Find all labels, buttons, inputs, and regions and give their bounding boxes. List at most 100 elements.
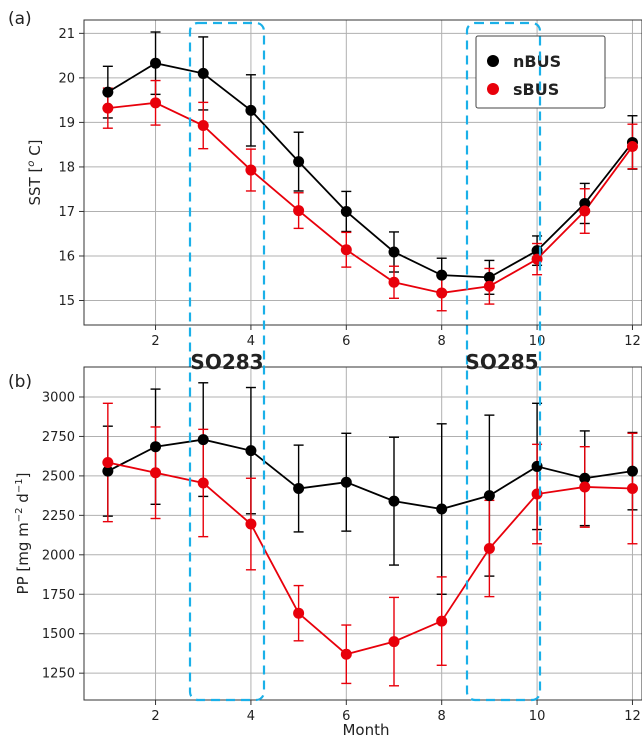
tick-label-x: 12 (624, 334, 641, 349)
series-line-sbus (107, 101, 634, 294)
data-point-sbus (626, 140, 638, 152)
data-point-sbus (197, 120, 209, 132)
tick-label-x: 12 (624, 709, 641, 724)
data-point-nbus (340, 476, 352, 488)
tick-label-y: 2250 (42, 509, 75, 524)
data-point-sbus (150, 97, 162, 109)
data-point-sbus (102, 102, 114, 114)
data-point-sbus (340, 244, 352, 256)
data-point-sbus (388, 276, 400, 288)
tick-label-y: 17 (58, 205, 75, 220)
grid-a (84, 20, 642, 325)
data-point-nbus (197, 67, 209, 79)
data-point-nbus (197, 434, 209, 446)
data-point-nbus (388, 246, 400, 258)
tick-label-y: 21 (58, 27, 75, 42)
legend-marker-nbus (487, 55, 499, 67)
cruise-box-so283 (188, 21, 266, 702)
errorbars-b (102, 382, 638, 687)
data-point-nbus (150, 57, 162, 69)
tick-label-y: 20 (58, 71, 75, 86)
tick-label-x: 10 (529, 334, 546, 349)
data-point-sbus (245, 164, 257, 176)
data-point-sbus (626, 483, 638, 495)
data-point-nbus (388, 495, 400, 507)
x-axis-label: Month (342, 721, 389, 739)
panel-label-b: (b) (8, 372, 32, 392)
data-point-nbus (102, 465, 114, 477)
data-point-sbus (483, 280, 495, 292)
tick-label-y: 2750 (42, 430, 75, 445)
tick-label-x: 8 (438, 334, 446, 349)
panel-b-pp: (b) 2 4 6 8 10 12 1250 1500 1750 2000 2250 2500 2750… (8, 366, 642, 739)
data-point-sbus (245, 518, 257, 530)
data-point-nbus (626, 465, 638, 477)
tick-label-y: 18 (58, 160, 75, 175)
data-point-nbus (293, 156, 305, 168)
tick-label-x: 4 (247, 709, 255, 724)
data-point-nbus (579, 472, 591, 484)
panel-label-a: (a) (8, 9, 32, 29)
data-point-nbus (293, 483, 305, 495)
tick-label-x: 6 (342, 709, 350, 724)
tick-label-y: 15 (58, 294, 75, 309)
data-point-nbus (150, 441, 162, 453)
data-point-nbus (245, 445, 257, 457)
data-point-sbus (150, 467, 162, 479)
data-point-sbus (579, 481, 591, 493)
data-point-sbus (436, 615, 448, 627)
data-point-sbus (483, 542, 495, 554)
lines-a (107, 62, 634, 294)
data-point-nbus (102, 86, 114, 98)
data-point-sbus (436, 287, 448, 299)
data-point-sbus (340, 648, 352, 660)
series-line-nbus (107, 438, 633, 510)
cruise-label-so283: SO283 (190, 350, 263, 374)
tick-label-x: 8 (438, 709, 446, 724)
ticks-a: 2 4 6 8 10 12 15 16 17 18 19 20 21 (58, 27, 640, 349)
series-line-sbus (107, 461, 633, 656)
y-axis-label-a: SST [o C] (26, 139, 44, 205)
data-point-sbus (197, 477, 209, 489)
data-point-sbus (102, 456, 114, 468)
panel-a-sst: (a) 2 4 6 8 10 12 15 16 17 18 19 20 21 SST [o C] nBU… (8, 9, 642, 349)
tick-label-y: 19 (58, 116, 75, 131)
lines-b (107, 438, 633, 656)
data-point-nbus (483, 271, 495, 283)
tick-label-x: 2 (151, 334, 159, 349)
series-line-nbus (107, 62, 634, 279)
data-point-nbus (340, 205, 352, 217)
cruise-box-so285 (465, 21, 542, 702)
tick-label-x: 10 (529, 709, 546, 724)
tick-label-y: 2500 (42, 469, 75, 484)
legend-label-sbus: sBUS (513, 80, 559, 99)
data-point-sbus (293, 607, 305, 619)
data-point-nbus (579, 197, 591, 209)
data-point-sbus (388, 636, 400, 648)
ticks-b: 2 4 6 8 10 12 1250 1500 1750 2000 2250 2500 2750 3000 (42, 390, 641, 724)
data-point-nbus (436, 269, 448, 281)
data-point-sbus (579, 205, 591, 217)
tick-label-y: 1250 (42, 667, 75, 682)
tick-label-x: 2 (151, 709, 159, 724)
points-b (102, 434, 638, 660)
data-point-sbus (293, 205, 305, 217)
tick-label-x: 6 (342, 334, 350, 349)
tick-label-y: 3000 (42, 390, 75, 405)
tick-label-x: 4 (247, 334, 255, 349)
axes-frame-a (83, 19, 642, 326)
cruise-label-so285: SO285 (465, 350, 538, 374)
data-point-nbus (436, 503, 448, 515)
y-axis-label-b: PP [mg m−2 d−1] (14, 473, 32, 595)
tick-label-y: 1500 (42, 627, 75, 642)
legend-marker-sbus (487, 83, 499, 95)
tick-label-y: 16 (58, 249, 75, 264)
data-point-nbus (483, 490, 495, 502)
axes-frame-b (83, 366, 642, 701)
tick-label-y: 1750 (42, 588, 75, 603)
tick-label-y: 2000 (42, 548, 75, 563)
legend-label-nbus: nBUS (513, 52, 561, 71)
data-point-nbus (245, 104, 257, 116)
